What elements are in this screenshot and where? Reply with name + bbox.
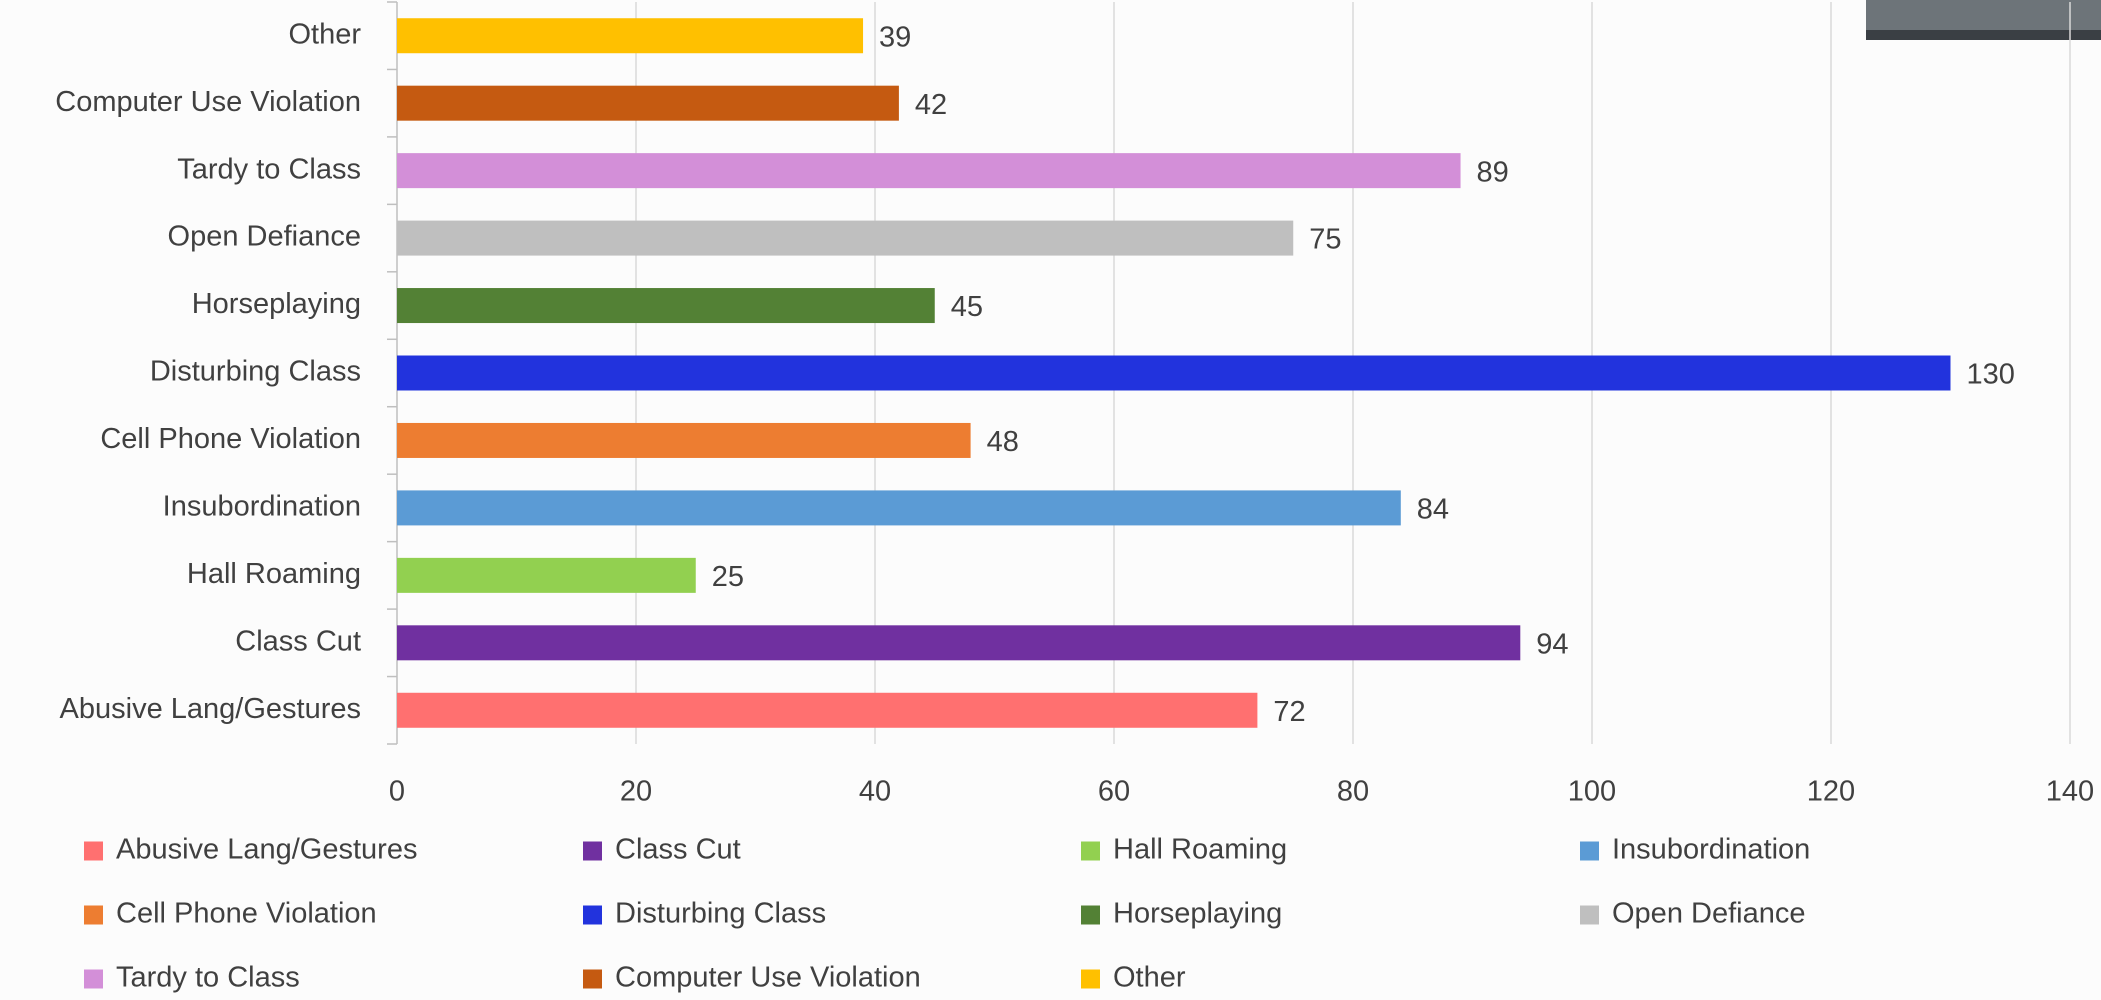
legend-label: Hall Roaming [1113,834,1287,866]
bar [397,18,864,54]
bar [397,153,1461,189]
x-tick-label: 100 [1568,776,1616,808]
bar [397,625,1521,661]
bar [397,422,971,458]
legend-label: Horseplaying [1113,898,1282,930]
y-tick-label: Computer Use Violation [55,86,361,118]
y-tick-label: Hall Roaming [187,558,361,590]
bar [397,288,935,324]
value-label: 84 [1417,494,1449,526]
legend-label: Cell Phone Violation [116,898,377,930]
legend-swatch [84,905,103,925]
value-label: 45 [951,291,983,323]
legend-label: Other [1113,962,1186,994]
bar [397,220,1294,256]
value-label: 48 [987,426,1019,458]
value-label: 25 [712,561,744,593]
value-label: 42 [915,89,947,121]
value-label: 75 [1309,224,1341,256]
y-tick-label: Cell Phone Violation [100,423,361,455]
legend-swatch [583,969,602,989]
legend-label: Computer Use Violation [615,962,921,994]
legend-swatch [84,969,103,989]
legend-swatch [84,841,103,861]
value-label: 94 [1536,628,1568,660]
value-label: 72 [1273,696,1305,728]
x-tick-label: 20 [620,776,652,808]
legend-label: Open Defiance [1612,898,1805,930]
legend-swatch [1081,841,1100,861]
y-tick-label: Tardy to Class [177,153,361,185]
legend-label: Disturbing Class [615,898,826,930]
y-tick-label: Horseplaying [192,288,361,320]
x-tick-label: 80 [1337,776,1369,808]
bar [397,355,1951,391]
legend-swatch [1081,969,1100,989]
legend-swatch [1580,841,1599,861]
y-tick-label: Open Defiance [168,221,361,253]
legend-label: Insubordination [1612,834,1810,866]
y-tick-label: Insubordination [163,491,361,523]
bar [397,85,899,121]
photo-road [1866,30,2101,40]
bar [397,692,1258,728]
y-tick-label: Class Cut [235,625,361,657]
bar [397,490,1401,526]
y-tick-label: Disturbing Class [150,356,361,388]
legend-swatch [583,905,602,925]
bar [397,557,696,593]
value-label: 130 [1967,359,2015,391]
y-tick-label: Other [288,18,361,50]
x-tick-label: 60 [1098,776,1130,808]
legend-label: Class Cut [615,834,741,866]
value-label: 89 [1477,156,1509,188]
x-tick-label: 0 [389,776,405,808]
x-tick-label: 120 [1807,776,1855,808]
x-tick-label: 140 [2046,776,2094,808]
value-label: 39 [879,21,911,53]
legend-swatch [1081,905,1100,925]
x-tick-label: 40 [859,776,891,808]
legend-swatch [1580,905,1599,925]
legend-swatch [583,841,602,861]
legend-label: Tardy to Class [116,962,300,994]
y-tick-label: Abusive Lang/Gestures [60,693,361,725]
legend-label: Abusive Lang/Gestures [116,834,417,866]
